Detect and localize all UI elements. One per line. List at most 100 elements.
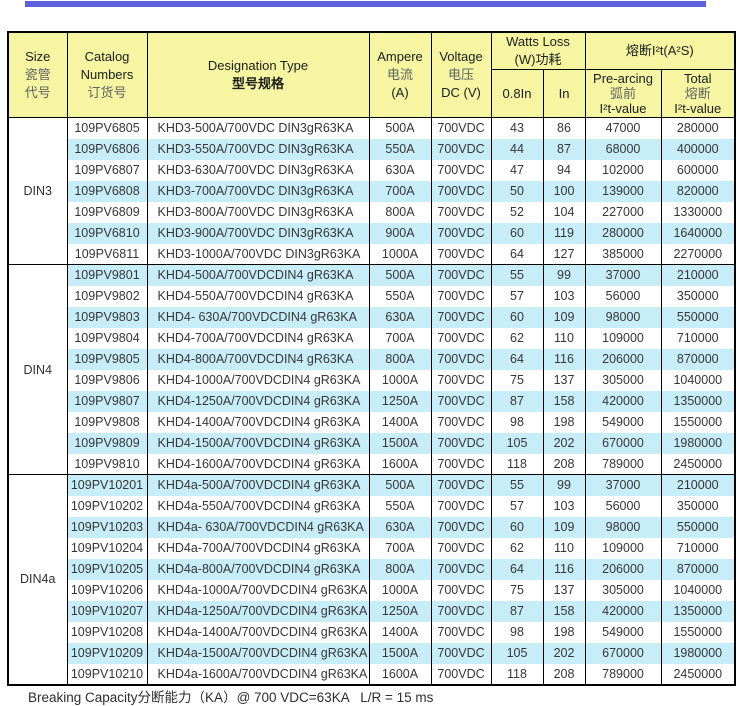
watts-loss-in-value: 109	[542, 306, 586, 328]
ampere-value: 500A	[368, 474, 432, 496]
table-row: 109PV6808 KHD3-700A/700VDC DIN3gR63KA 700A…	[8, 180, 736, 202]
designation-type: KHD4-800A/700VDCDIN4 gR63KA	[146, 348, 370, 370]
watts-loss-08in-value: 118	[490, 453, 544, 475]
table-row: 109PV9803 KHD4- 630A/700VDCDIN4 gR63KA 630…	[8, 306, 736, 328]
prearcing-i2t-value: 305000	[584, 579, 662, 601]
voltage-value: 700VDC	[430, 306, 492, 328]
watts-loss-in-value: 110	[542, 537, 586, 559]
watts-loss-08in-value: 50	[490, 180, 544, 202]
catalog-number: 109PV9810	[66, 453, 148, 475]
voltage-value: 700VDC	[430, 411, 492, 433]
catalog-number: 109PV10205	[66, 558, 148, 580]
col-header-designation-type: Designation Type 型号规格	[146, 31, 370, 118]
voltage-value: 700VDC	[430, 390, 492, 412]
table-row: 109PV6807 KHD3-630A/700VDC DIN3gR63KA 630A…	[8, 159, 736, 181]
prearcing-i2t-value: 549000	[584, 411, 662, 433]
table-row: 109PV9810 KHD4-1600A/700VDCDIN4 gR63KA 160…	[8, 453, 736, 475]
total-i2t-value: 1640000	[660, 222, 736, 244]
watts-08in-label: 0.8In	[502, 86, 532, 101]
watts-loss-in-value: 202	[542, 432, 586, 454]
voltage-value: 700VDC	[430, 516, 492, 538]
size-header-en: Size	[25, 49, 51, 64]
voltage-value: 700VDC	[430, 159, 492, 181]
designation-type: KHD4-1000A/700VDCDIN4 gR63KA	[146, 369, 370, 391]
table-row: DIN4 109PV9801 KHD4-500A/700VDCDIN4 gR63KA…	[7, 264, 736, 475]
designation-type: KHD4-1600A/700VDCDIN4 gR63KA	[146, 453, 370, 475]
catalog-number: 109PV9801	[66, 264, 148, 286]
prearcing-i2t-value: 670000	[584, 642, 662, 664]
designation-header-zh: 型号规格	[231, 76, 284, 91]
designation-type: KHD4-550A/700VDCDIN4 gR63KA	[146, 285, 370, 307]
prearcing-i2t-value: 305000	[584, 369, 662, 391]
prearcing-i2t-value: 109000	[584, 327, 662, 349]
table-row: 109PV9805 KHD4-800A/700VDCDIN4 gR63KA 800A…	[8, 348, 736, 370]
catalog-number: 109PV10209	[66, 642, 148, 664]
table-row: 109PV9806 KHD4-1000A/700VDCDIN4 gR63KA 100…	[8, 369, 736, 391]
ampere-value: 1600A	[368, 663, 432, 685]
watts-loss-08in-value: 75	[490, 579, 544, 601]
table-row: 109PV10207 KHD4a-1250A/700VDCDIN4 gR63KA 1…	[8, 600, 736, 622]
designation-type: KHD4a-1250A/700VDCDIN4 gR63KA	[146, 600, 370, 622]
total-i2t-value: 710000	[660, 327, 736, 349]
total-i2t-value: 350000	[660, 285, 736, 307]
watts-loss-08in-value: 55	[490, 474, 544, 496]
prearcing-i2t-value: 109000	[584, 537, 662, 559]
watts-loss-08in-value: 64	[490, 243, 544, 265]
table-row: 109PV9804 KHD4-700A/700VDCDIN4 gR63KA 700A…	[8, 327, 736, 349]
prearcing-i2t-value: 420000	[584, 390, 662, 412]
watts-in-label: In	[558, 86, 570, 101]
col-header-voltage: Voltage 电压 DC (V)	[430, 31, 492, 118]
watts-loss-08in-value: 43	[490, 117, 544, 139]
ampere-value: 1000A	[368, 369, 432, 391]
designation-type: KHD4- 630A/700VDCDIN4 gR63KA	[146, 306, 370, 328]
total-i2t-value: 210000	[660, 264, 736, 286]
ampere-header-en: Ampere	[377, 49, 423, 64]
ampere-header-unit: (A)	[391, 85, 409, 100]
ampere-value: 1400A	[368, 621, 432, 643]
catalog-number: 109PV10202	[66, 495, 148, 517]
watts-loss-in-value: 202	[542, 642, 586, 664]
total-i2t-value: 550000	[660, 516, 736, 538]
size-group-label: DIN4	[7, 264, 68, 475]
total-i2t-value: 1040000	[660, 579, 736, 601]
voltage-value: 700VDC	[430, 642, 492, 664]
voltage-value: 700VDC	[430, 579, 492, 601]
watts-loss-in-value: 127	[542, 243, 586, 265]
total-i2t-value: 1550000	[660, 411, 736, 433]
watts-loss-08in-value: 55	[490, 264, 544, 286]
ampere-value: 1600A	[368, 453, 432, 475]
watts-loss-header-zh: (W)功耗	[514, 52, 562, 67]
designation-type: KHD4-500A/700VDCDIN4 gR63KA	[146, 264, 370, 286]
table-row: DIN3 109PV6805 KHD3-500A/700VDC DIN3gR63KA…	[7, 117, 736, 265]
prearcing-i2t-value: 420000	[584, 600, 662, 622]
ampere-value: 800A	[368, 348, 432, 370]
watts-loss-08in-value: 105	[490, 642, 544, 664]
voltage-value: 700VDC	[430, 621, 492, 643]
prearcing-i2t-value: 102000	[584, 159, 662, 181]
prearcing-i2t-value: 280000	[584, 222, 662, 244]
table-row: DIN4a 109PV10201 KHD4a-500A/700VDCDIN4 gR6…	[7, 474, 736, 685]
ampere-value: 800A	[368, 558, 432, 580]
ampere-value: 1250A	[368, 390, 432, 412]
size-header-zh2: 代号	[24, 85, 51, 100]
watts-loss-in-value: 116	[542, 348, 586, 370]
col-header-watts-08in: 0.8In	[490, 69, 544, 118]
table-row: 109PV10209 KHD4a-1500A/700VDCDIN4 gR63KA 1…	[8, 642, 736, 664]
designation-type: KHD3-900A/700VDC DIN3gR63KA	[146, 222, 370, 244]
catalog-number: 109PV9809	[66, 432, 148, 454]
designation-type: KHD3-1000A/700VDC DIN3gR63KA	[146, 243, 370, 265]
ampere-value: 500A	[368, 264, 432, 286]
watts-loss-08in-value: 44	[490, 138, 544, 160]
ampere-value: 550A	[368, 495, 432, 517]
prearcing-i2t-value: 98000	[584, 306, 662, 328]
breaking-capacity-note: Breaking Capacity分断能力（KA）@ 700 VDC=63KA …	[28, 690, 434, 705]
designation-type: KHD4-1400A/700VDCDIN4 gR63KA	[146, 411, 370, 433]
watts-loss-08in-value: 87	[490, 390, 544, 412]
prearcing-i2t-value: 670000	[584, 432, 662, 454]
voltage-value: 700VDC	[430, 495, 492, 517]
watts-loss-in-value: 208	[542, 453, 586, 475]
total-i2t-value: 820000	[660, 180, 736, 202]
table-row: 109PV9807 KHD4-1250A/700VDCDIN4 gR63KA 125…	[8, 390, 736, 412]
catalog-number: 109PV6808	[66, 180, 148, 202]
catalog-number: 109PV9804	[66, 327, 148, 349]
